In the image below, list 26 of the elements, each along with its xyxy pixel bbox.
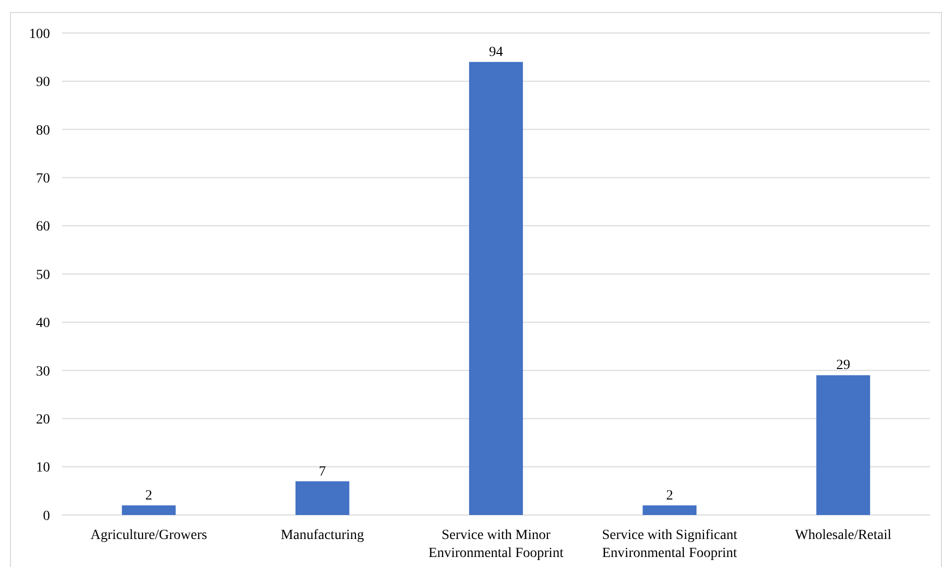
y-tick-label: 20 xyxy=(36,412,50,428)
x-tick-label: Wholesale/Retail xyxy=(794,528,892,543)
bar xyxy=(469,62,523,515)
data-label: 94 xyxy=(489,44,503,60)
y-tick-label: 10 xyxy=(36,460,50,476)
y-tick-label: 90 xyxy=(36,75,50,90)
y-tick-label: 60 xyxy=(36,220,50,235)
bar xyxy=(122,505,176,515)
bar xyxy=(642,505,697,515)
y-tick-label: 40 xyxy=(36,316,50,332)
x-tick-label: Service with Minor Environmental Fooprint xyxy=(428,528,564,561)
x-tick-label: Manufacturing xyxy=(280,528,364,543)
data-label: 7 xyxy=(318,464,326,480)
data-label: 2 xyxy=(666,488,674,504)
x-tick-label: Service with Significant Environmental Fooprint xyxy=(602,528,738,561)
bar xyxy=(816,375,870,515)
y-tick-label: 30 xyxy=(36,364,50,380)
x-tick-label: Agriculture/Growers xyxy=(90,528,208,543)
y-tick-label: 100 xyxy=(29,26,50,42)
y-tick-label: 50 xyxy=(36,268,50,283)
y-tick-label: 80 xyxy=(36,123,50,138)
data-label: 29 xyxy=(836,358,850,374)
y-tick-label: 70 xyxy=(36,172,50,186)
y-tick-label: 0 xyxy=(43,508,50,524)
bar xyxy=(295,481,350,515)
data-label: 2 xyxy=(145,488,152,504)
